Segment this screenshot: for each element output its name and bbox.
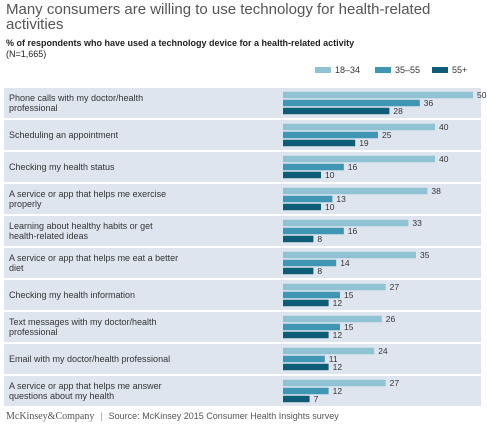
footer-separator: | bbox=[100, 411, 103, 421]
legend-swatch-35-55 bbox=[375, 67, 391, 73]
category-label: Scheduling an appointment bbox=[9, 130, 119, 140]
data-label-18-34: 27 bbox=[390, 282, 400, 292]
data-label-18-34: 50 bbox=[477, 90, 487, 100]
bar-18-34 bbox=[283, 155, 435, 163]
data-label-18-34: 35 bbox=[420, 250, 430, 260]
bar-18-34 bbox=[283, 379, 386, 387]
bar-35-55 bbox=[283, 259, 337, 267]
data-label-35-55: 16 bbox=[348, 226, 358, 236]
data-label-55-plus: 10 bbox=[325, 202, 335, 212]
bar-18-34 bbox=[283, 283, 386, 291]
category-row bbox=[4, 376, 481, 406]
data-label-35-55: 25 bbox=[382, 130, 392, 140]
category-row bbox=[4, 280, 481, 310]
data-label-55-plus: 8 bbox=[317, 234, 322, 244]
legend-label-55-plus: 55+ bbox=[452, 65, 468, 75]
data-label-55-plus: 10 bbox=[325, 170, 335, 180]
category-label: Checking my health information bbox=[9, 290, 135, 300]
data-label-35-55: 12 bbox=[333, 386, 343, 396]
bar-35-55 bbox=[283, 291, 340, 299]
data-label-18-34: 24 bbox=[378, 346, 388, 356]
sample-size: (N=1,665) bbox=[6, 49, 47, 59]
category-label: A service or app that helps me eat a bet… bbox=[9, 253, 178, 273]
bar-18-34 bbox=[283, 123, 435, 131]
category-label: Text messages with my doctor/health profe… bbox=[9, 317, 157, 337]
category-label: Checking my health status bbox=[9, 162, 115, 172]
category-label: Learning about healthy habits or get heal… bbox=[9, 221, 153, 241]
data-label-55-plus: 8 bbox=[317, 266, 322, 276]
bar-55-plus bbox=[283, 139, 356, 147]
bar-55-plus bbox=[283, 107, 390, 115]
chart-subtitle: % of respondents who have used a technol… bbox=[6, 38, 355, 48]
legend: 18–34 35–55 55+ bbox=[0, 64, 487, 76]
bar-55-plus bbox=[283, 363, 329, 371]
category-label: Phone calls with my doctor/health profess… bbox=[9, 93, 143, 113]
bar-18-34 bbox=[283, 251, 416, 259]
category-row bbox=[4, 344, 481, 374]
data-label-55-plus: 19 bbox=[359, 138, 369, 148]
bar-18-34 bbox=[283, 187, 428, 195]
bar-35-55 bbox=[283, 227, 344, 235]
data-label-35-55: 15 bbox=[344, 290, 354, 300]
bar-35-55 bbox=[283, 131, 378, 139]
bar-35-55 bbox=[283, 195, 333, 203]
data-label-35-55: 16 bbox=[348, 162, 358, 172]
bar-35-55 bbox=[283, 355, 325, 363]
legend-swatch-55-plus bbox=[432, 67, 448, 73]
category-row bbox=[4, 312, 481, 342]
footer: McKinsey&Company | Source: McKinsey 2015 C… bbox=[6, 411, 339, 422]
category-label: Email with my doctor/health professional bbox=[9, 354, 170, 364]
bar-55-plus bbox=[283, 203, 321, 211]
data-label-18-34: 26 bbox=[386, 314, 396, 324]
bar-55-plus bbox=[283, 171, 321, 179]
data-label-35-55: 15 bbox=[344, 322, 354, 332]
data-label-55-plus: 28 bbox=[393, 106, 403, 116]
data-label-18-34: 40 bbox=[439, 122, 449, 132]
category-label: A service or app that helps me exercise p… bbox=[9, 189, 166, 209]
legend-label-35-55: 35–55 bbox=[395, 65, 421, 75]
data-label-35-55: 13 bbox=[336, 194, 346, 204]
bar-18-34 bbox=[283, 91, 473, 99]
legend-label-18-34: 18–34 bbox=[335, 65, 361, 75]
category-label: A service or app that helps me answer que… bbox=[9, 381, 162, 401]
footer-brand: McKinsey&Company bbox=[6, 411, 95, 422]
data-label-35-55: 36 bbox=[424, 98, 434, 108]
chart-title: Many consumers are willing to use techno… bbox=[6, 1, 431, 33]
bar-18-34 bbox=[283, 219, 409, 227]
bar-55-plus bbox=[283, 331, 329, 339]
bar-35-55 bbox=[283, 387, 329, 395]
bar-18-34 bbox=[283, 347, 375, 355]
bar-35-55 bbox=[283, 323, 340, 331]
footer-source: Source: McKinsey 2015 Consumer Health In… bbox=[108, 411, 339, 421]
data-label-18-34: 40 bbox=[439, 154, 449, 164]
bar-35-55 bbox=[283, 163, 344, 171]
legend-swatch-18-34 bbox=[315, 67, 331, 73]
data-label-35-55: 11 bbox=[329, 354, 338, 364]
data-label-55-plus: 12 bbox=[333, 362, 343, 372]
data-label-55-plus: 7 bbox=[314, 394, 319, 404]
bar-18-34 bbox=[283, 315, 382, 323]
bar-55-plus bbox=[283, 395, 310, 403]
bar-35-55 bbox=[283, 99, 420, 107]
data-label-55-plus: 12 bbox=[333, 330, 343, 340]
bar-55-plus bbox=[283, 299, 329, 307]
data-label-35-55: 14 bbox=[340, 258, 350, 268]
data-label-18-34: 33 bbox=[412, 218, 422, 228]
data-label-18-34: 27 bbox=[390, 378, 400, 388]
bar-55-plus bbox=[283, 267, 314, 275]
data-label-55-plus: 12 bbox=[333, 298, 343, 308]
data-label-18-34: 38 bbox=[431, 186, 441, 196]
bar-55-plus bbox=[283, 235, 314, 243]
